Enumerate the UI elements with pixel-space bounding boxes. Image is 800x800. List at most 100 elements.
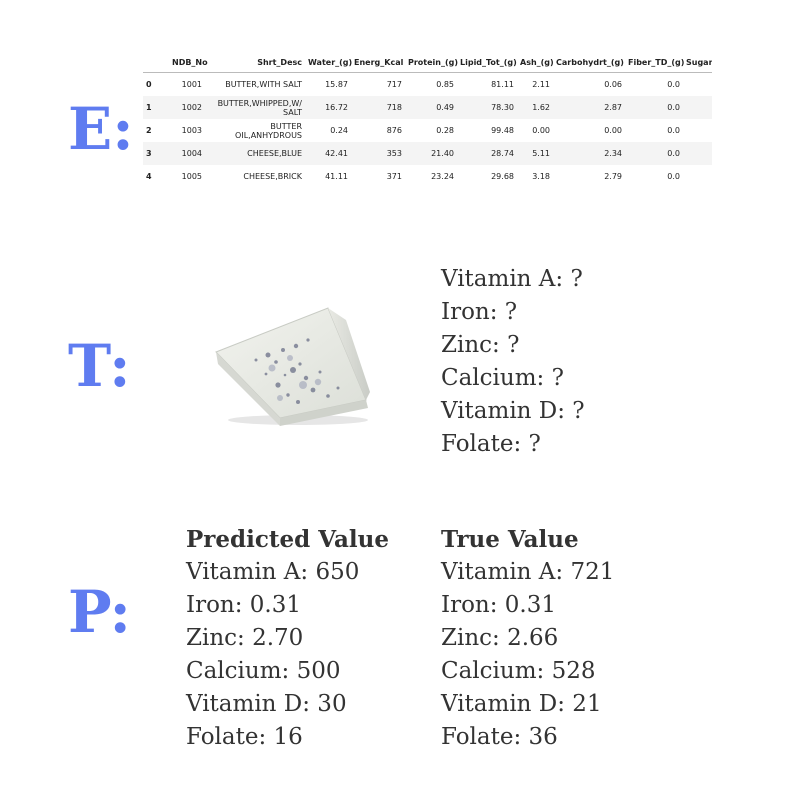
table-cell: 717 [386,80,402,89]
table-row: 1 1002 BUTTER,WHIPPED,W/ SALT 16.72 718 0.49 7… [143,96,712,119]
table-cell: 718 [351,96,405,119]
table-cell: 41.11 [325,172,348,181]
table-row: 2 1003 BUTTER OIL,ANHYDROUS 0.24 876 0.28 99.4… [143,119,712,142]
table-header-cell: NDB_No [169,52,208,73]
table-cell: 0.49 [405,96,457,119]
table-cell: 1002 [169,96,205,119]
predicted-value-item: Vitamin A: 650 [186,559,360,585]
table-cell: 78.30 [457,96,517,119]
table-cell: 1004 [169,142,205,165]
target-nutrient-item: Folate: ? [441,431,541,457]
table-cell: 1001 [181,80,202,89]
table-header-cell: Energ_Kcal [351,52,405,73]
table-header-cell [143,52,169,73]
table-header-cell: Protein_(g) [405,52,458,73]
table-cell: 0.0 [667,80,680,89]
table-header-cell: Sugar [683,52,712,73]
blue-cheese-image [215,307,370,426]
true-value-item: Folate: 36 [441,724,558,750]
table-header-row: NDB_No Shrt_Desc Water_(g) Energ_Kcal Pr… [143,52,712,73]
table-cell: 16.72 [305,96,351,119]
table-cell [683,142,712,165]
target-nutrient-item: Zinc: ? [441,332,520,358]
table-header-cell: Shrt_Desc [205,52,305,73]
true-value-item: Zinc: 2.66 [441,625,559,651]
predicted-value-item: Iron: 0.31 [186,592,302,618]
target-nutrient-item: Vitamin D: ? [441,398,585,424]
nutrient-table: NDB_No Shrt_Desc Water_(g) Energ_Kcal Pr… [143,52,712,188]
table-cell: 0.00 [604,126,622,135]
true-value-item: Iron: 0.31 [441,592,557,618]
true-value-list: True Value Vitamin A: 721 Iron: 0.31 Zinc:… [441,523,614,754]
table-row: 0 1001 BUTTER,WITH SALT 15.87 717 0.85 81.11 2.… [143,73,712,97]
table-cell: 0.06 [604,80,622,89]
section-label-e: E: [68,95,134,163]
table-index-cell: 3 [143,142,169,165]
table-cell: 21.40 [405,142,457,165]
table-cell: CHEESE,BRICK [243,172,302,181]
target-nutrient-item: Vitamin A: ? [441,266,583,292]
table-cell: 2.87 [553,96,625,119]
table-cell: BUTTER OIL,ANHYDROUS [235,121,302,140]
predicted-value-item: Calcium: 500 [186,658,341,684]
table-cell: 29.68 [491,172,514,181]
table-cell: 23.24 [431,172,454,181]
table-header-cell: Water_(g) [305,52,352,73]
predicted-value-item: Zinc: 2.70 [186,625,304,651]
table-cell [683,96,712,119]
table-cell: 0.0 [625,96,683,119]
target-nutrient-item: Calcium: ? [441,365,564,391]
true-value-item: Vitamin D: 21 [441,691,602,717]
table-cell: 0.0 [625,142,683,165]
table-cell: 371 [386,172,402,181]
table-cell: 0.85 [436,80,454,89]
table-cell: 0.0 [667,172,680,181]
table-header-cell: Lipid_Tot_(g) [457,52,517,73]
table-cell: 28.74 [457,142,517,165]
predicted-value-list: Predicted Value Vitamin A: 650 Iron: 0.31… [186,523,389,754]
table-cell: 0.28 [436,126,454,135]
predicted-value-item: Vitamin D: 30 [186,691,347,717]
true-value-item: Vitamin A: 721 [441,559,615,585]
table-cell: 1.62 [517,96,553,119]
table-cell [683,73,712,97]
table-cell [683,119,712,142]
table-index-cell: 4 [146,172,152,181]
table-row: 3 1004 CHEESE,BLUE 42.41 353 21.40 28.74 5.11 2.… [143,142,712,165]
table-index-cell: 1 [143,96,169,119]
table-cell: CHEESE,BLUE [205,142,305,165]
table-header-cell: Carbohydrt_(g) [553,52,625,73]
table-cell: BUTTER,WHIPPED,W/ SALT [205,96,305,119]
table-cell: 5.11 [517,142,553,165]
table-cell: 1003 [181,126,202,135]
table-cell: 876 [386,126,402,135]
table-cell: 99.48 [491,126,514,135]
true-value-item: Calcium: 528 [441,658,596,684]
table-cell: 0.00 [532,126,550,135]
table-cell: 3.18 [532,172,550,181]
table-cell: 42.41 [305,142,351,165]
table-cell: 15.87 [325,80,348,89]
predicted-value-heading: Predicted Value [186,526,389,553]
target-nutrient-item: Iron: ? [441,299,518,325]
table-cell: 353 [351,142,405,165]
table-cell: 2.79 [604,172,622,181]
table-index-cell: 2 [146,126,152,135]
table-row: 4 1005 CHEESE,BRICK 41.11 371 23.24 29.68 3.18 2… [143,165,712,188]
table-cell: 0.0 [667,126,680,135]
table-cell: 0.24 [330,126,348,135]
table-cell: 81.11 [491,80,514,89]
section-label-t: T: [68,332,131,400]
nutrient-table-container: NDB_No Shrt_Desc Water_(g) Energ_Kcal Pr… [143,52,712,204]
predicted-value-item: Folate: 16 [186,724,303,750]
target-nutrient-list: Vitamin A: ? Iron: ? Zinc: ? Calcium: ? Vita… [441,263,585,461]
table-header-cell: Fiber_TD_(g) [625,52,684,73]
table-cell: 2.34 [553,142,625,165]
table-cell: BUTTER,WITH SALT [225,80,302,89]
true-value-heading: True Value [441,526,579,553]
table-cell: 1005 [181,172,202,181]
table-cell: 2.11 [532,80,550,89]
table-header-cell: Ash_(g) [517,52,554,73]
section-label-p: P: [68,578,131,646]
table-index-cell: 0 [146,80,152,89]
